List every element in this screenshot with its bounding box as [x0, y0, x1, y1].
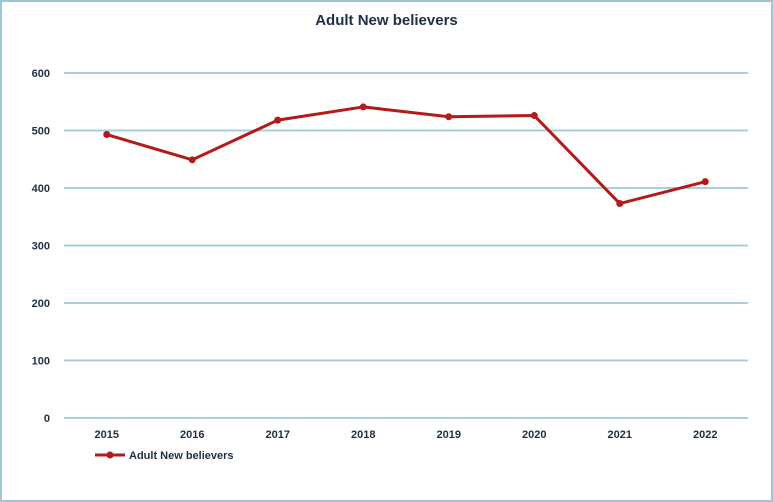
- legend-label: Adult New believers: [129, 450, 234, 462]
- data-point: [530, 112, 538, 120]
- x-tick-label: 2018: [351, 429, 375, 441]
- series-line: [106, 105, 706, 206]
- y-tick-label: 300: [32, 241, 50, 253]
- data-point: [445, 113, 453, 121]
- x-tick-label: 2021: [608, 429, 632, 441]
- data-point: [616, 200, 624, 208]
- data-point: [701, 178, 709, 186]
- x-tick-label: 2017: [266, 429, 290, 441]
- legend-marker: [106, 451, 114, 459]
- data-point: [188, 156, 196, 164]
- y-tick-label: 600: [32, 68, 50, 80]
- data-point: [103, 131, 111, 139]
- x-tick-label: 2020: [522, 429, 546, 441]
- y-tick-label: 200: [32, 298, 50, 310]
- y-tick-label: 400: [32, 183, 50, 195]
- data-point: [274, 116, 282, 124]
- x-tick-label: 2022: [693, 429, 717, 441]
- x-tick-label: 2016: [180, 429, 204, 441]
- y-tick-label: 0: [44, 413, 50, 425]
- y-tick-label: 500: [32, 126, 50, 138]
- x-tick-label: 2015: [95, 429, 119, 441]
- y-tick-label: 100: [32, 356, 50, 368]
- chart-title: Adult New believers: [315, 12, 458, 29]
- x-tick-label: 2019: [437, 429, 461, 441]
- data-point: [359, 103, 367, 111]
